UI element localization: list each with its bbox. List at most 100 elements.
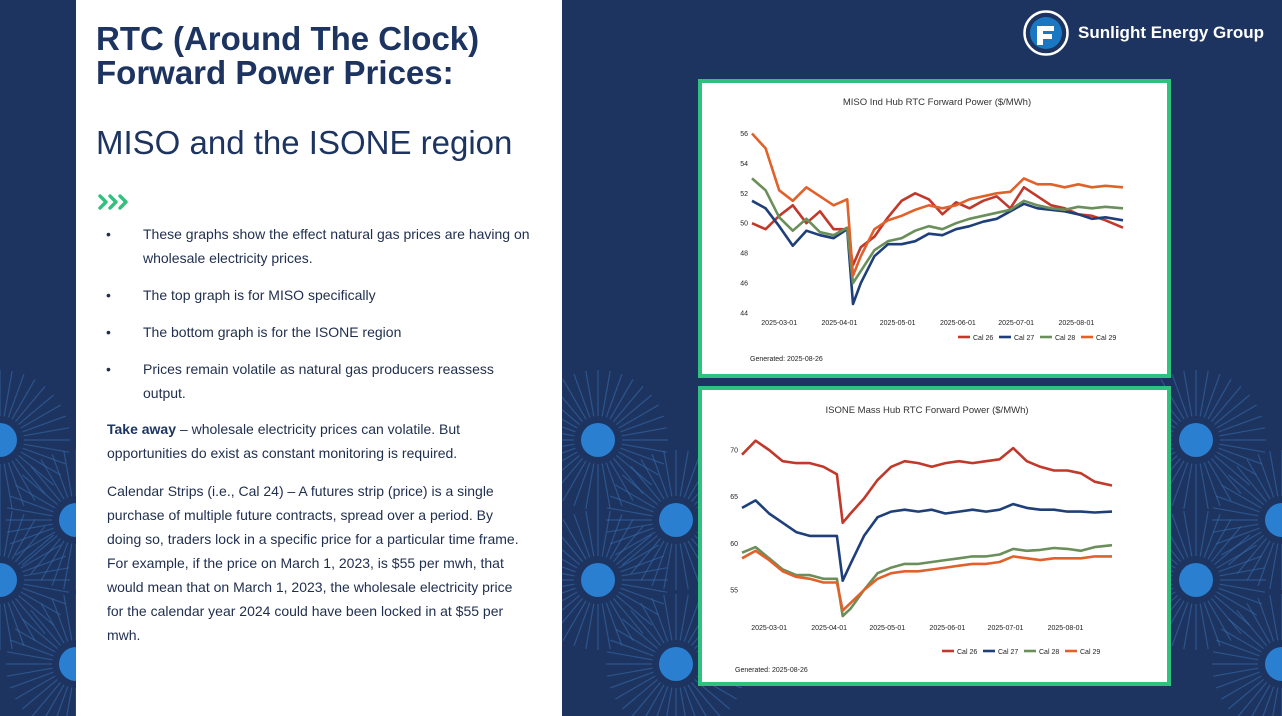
x-tick-label: 2025-05-01 bbox=[869, 625, 905, 632]
x-tick-label: 2025-06-01 bbox=[940, 320, 976, 327]
legend-label: Cal 27 bbox=[998, 649, 1018, 656]
sun-ray bbox=[1183, 370, 1193, 417]
sun-ray bbox=[621, 534, 659, 566]
sun-ray bbox=[1213, 394, 1251, 426]
sun-ray bbox=[605, 374, 623, 418]
x-tick-label: 2025-03-01 bbox=[751, 625, 787, 632]
sun-ray bbox=[23, 567, 70, 577]
sun-ray bbox=[612, 525, 644, 563]
legend-label: Cal 26 bbox=[973, 335, 993, 342]
sun-circle bbox=[1265, 647, 1282, 681]
sun-circle bbox=[581, 563, 615, 597]
sun-ray bbox=[1219, 567, 1266, 577]
sun-ray bbox=[683, 598, 701, 642]
sun-ray bbox=[1171, 374, 1189, 418]
sun-ray bbox=[615, 534, 653, 566]
sun-ray bbox=[1246, 540, 1271, 581]
sun-ray bbox=[573, 462, 591, 506]
sun-ray bbox=[6, 667, 53, 677]
sun-ray bbox=[618, 544, 659, 569]
sun-ray bbox=[612, 385, 644, 423]
sun-ray bbox=[51, 542, 69, 586]
sun-ray bbox=[651, 598, 669, 642]
sun-ray bbox=[562, 600, 587, 641]
sun-ray bbox=[7, 374, 25, 418]
sun-ray bbox=[1171, 602, 1189, 646]
sun-ray bbox=[3, 463, 13, 510]
sun-ray bbox=[21, 618, 59, 650]
sun-ray bbox=[621, 443, 668, 453]
sun-ray bbox=[1218, 555, 1262, 573]
y-tick-label: 52 bbox=[740, 191, 748, 198]
sun-ray bbox=[605, 602, 623, 646]
sun-ray bbox=[1212, 507, 1259, 517]
sun-circle bbox=[0, 563, 17, 597]
sun-ray bbox=[651, 454, 669, 498]
sun-ray bbox=[23, 443, 70, 453]
sun-ray bbox=[1199, 510, 1209, 557]
sun-ray bbox=[679, 543, 689, 590]
sun-ray bbox=[573, 602, 591, 646]
sun-ray bbox=[1216, 527, 1260, 545]
sun-ray bbox=[601, 510, 611, 557]
sun-ray bbox=[1227, 474, 1265, 506]
sun-ray bbox=[21, 678, 59, 710]
sun-ray bbox=[1269, 543, 1279, 590]
sun-ray bbox=[14, 385, 46, 423]
y-tick-label: 50 bbox=[740, 221, 748, 228]
sun-ray bbox=[606, 507, 653, 517]
sun-ray bbox=[23, 427, 70, 437]
legend-label: Cal 27 bbox=[1014, 335, 1034, 342]
sun-ray bbox=[610, 671, 654, 689]
sun-ray bbox=[663, 450, 673, 497]
sun-circle bbox=[1179, 563, 1213, 597]
sun-ray bbox=[1257, 454, 1275, 498]
sun-ray bbox=[7, 462, 25, 506]
y-tick-label: 60 bbox=[730, 541, 738, 548]
x-tick-label: 2025-05-01 bbox=[880, 320, 916, 327]
sun-ray bbox=[640, 603, 665, 644]
sun-ray bbox=[22, 415, 66, 433]
sun-ray bbox=[1237, 681, 1268, 716]
sun-ray bbox=[651, 542, 669, 586]
sun-ray bbox=[631, 681, 662, 716]
sun-ray bbox=[630, 465, 662, 503]
sun-ray bbox=[1213, 594, 1251, 626]
sun-ray bbox=[1183, 603, 1193, 650]
sun-ray bbox=[1221, 484, 1262, 509]
chevron-arrows-icon bbox=[98, 194, 128, 210]
sun-ray bbox=[610, 639, 654, 657]
sun-ray bbox=[30, 537, 62, 575]
sun-ray bbox=[1257, 542, 1275, 586]
sun-ray bbox=[11, 379, 36, 420]
sun-ray bbox=[679, 594, 689, 641]
sun-ray bbox=[618, 591, 659, 616]
sun-ray bbox=[1203, 514, 1221, 558]
y-tick-label: 70 bbox=[730, 448, 738, 455]
sun-ray bbox=[30, 465, 62, 503]
x-tick-label: 2025-04-01 bbox=[811, 625, 847, 632]
sun-ray bbox=[1213, 454, 1251, 486]
sun-ray bbox=[1199, 370, 1209, 417]
sun-ray bbox=[17, 534, 55, 566]
sun-ray bbox=[1203, 374, 1221, 418]
bullet-list: • These graphs show the effect natural ga… bbox=[104, 222, 534, 418]
sun-ray bbox=[17, 394, 55, 426]
sun-ray bbox=[1183, 463, 1193, 510]
chart-title: ISONE Mass Hub RTC Forward Power ($/MWh) bbox=[825, 405, 1028, 416]
sun-ray bbox=[20, 591, 61, 616]
takeaway-text: – wholesale electricity prices can volat… bbox=[107, 421, 461, 461]
sun-ray bbox=[20, 451, 61, 476]
isone-forward-power-chart: ISONE Mass Hub RTC Forward Power ($/MWh)… bbox=[730, 405, 1113, 674]
sun-ray bbox=[562, 460, 587, 501]
title-line-1: RTC (Around The Clock) bbox=[96, 20, 480, 57]
sun-ray bbox=[1216, 639, 1260, 657]
sun-ray bbox=[1218, 415, 1262, 433]
sun-ray bbox=[1246, 459, 1271, 500]
x-tick-label: 2025-08-01 bbox=[1048, 625, 1084, 632]
legend-label: Cal 29 bbox=[1096, 335, 1116, 342]
x-tick-label: 2025-07-01 bbox=[998, 320, 1034, 327]
sun-ray bbox=[683, 686, 696, 716]
sun-ray bbox=[621, 567, 668, 577]
sun-ray bbox=[1219, 427, 1266, 437]
